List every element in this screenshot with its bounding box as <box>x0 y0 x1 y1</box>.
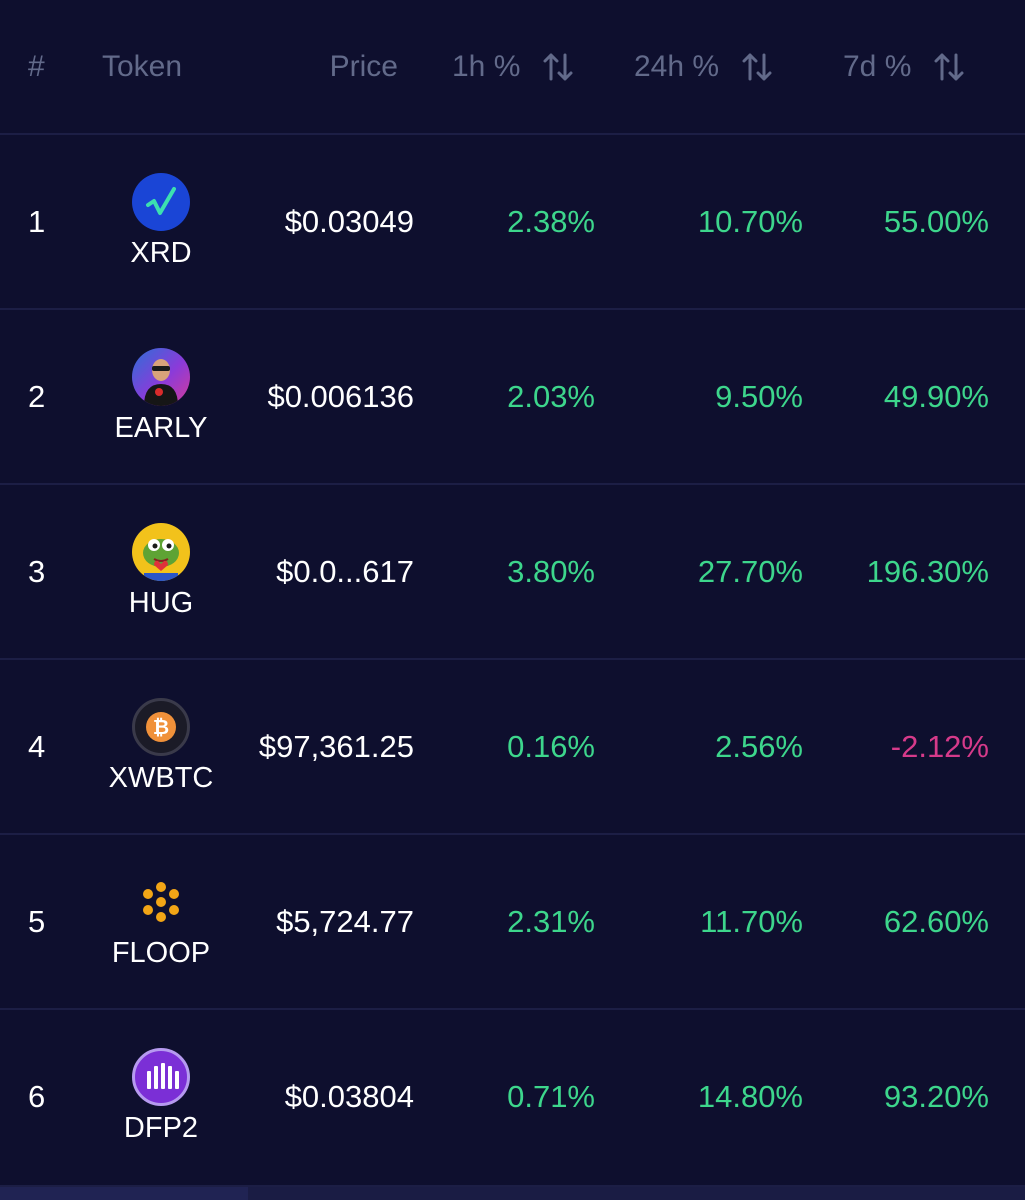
price-cell: $0.03804 <box>284 1078 414 1114</box>
token-cell[interactable]: DFP2 <box>90 1010 232 1183</box>
price-cell: $0.006136 <box>267 378 414 414</box>
change-1h-cell: 3.80% <box>507 553 595 589</box>
token-symbol: FLOOP <box>111 937 211 969</box>
sort-7d-header[interactable]: 7d % <box>843 0 965 133</box>
change-7d-cell: -2.12% <box>890 728 989 764</box>
table-row[interactable]: 4 ₿ XWBTC $97,361.25 0.16% 2.56% -2.12% <box>0 660 1025 835</box>
table-header: # Token Price 1h % 24h % 7d % <box>0 0 1025 135</box>
price-cell: $0.0...617 <box>276 553 414 589</box>
7d-column-label: 7d % <box>843 49 912 83</box>
dfp2-bars-icon <box>132 1048 190 1106</box>
token-cell[interactable]: EARLY <box>90 310 232 483</box>
change-24h-cell: 14.80% <box>697 1078 803 1114</box>
sort-24h-header[interactable]: 24h % <box>634 0 773 133</box>
rank-cell: 2 <box>28 378 46 414</box>
svg-text:₿: ₿ <box>153 715 169 739</box>
change-1h-cell: 0.16% <box>507 728 595 764</box>
table-footer-strip <box>0 1187 1025 1200</box>
change-24h-cell: 27.70% <box>697 553 803 589</box>
early-avatar-icon <box>132 348 190 406</box>
token-cell[interactable]: HUG <box>90 485 232 658</box>
price-cell: $0.03049 <box>284 203 414 239</box>
token-column-header: Token <box>102 49 183 83</box>
bitcoin-icon: ₿ <box>132 698 190 756</box>
change-7d-cell: 55.00% <box>883 203 989 239</box>
token-symbol: XRD <box>130 237 192 269</box>
change-7d-cell: 49.90% <box>883 378 989 414</box>
change-24h-cell: 2.56% <box>715 728 803 764</box>
footer-strip-segment <box>0 1187 248 1200</box>
table-row[interactable]: 1 XRD $0.03049 2.38% 10.70% 55.00% <box>0 135 1025 310</box>
table-row[interactable]: 6 DFP2 $0.03804 0.71% 14.80% 93.20% <box>0 1010 1025 1187</box>
change-1h-cell: 2.38% <box>507 203 595 239</box>
sort-arrows-icon[interactable] <box>542 52 574 82</box>
token-symbol: XWBTC <box>108 762 214 794</box>
token-cell[interactable]: ₿ XWBTC <box>90 660 232 833</box>
token-symbol: HUG <box>128 587 194 619</box>
change-7d-cell: 62.60% <box>883 903 989 939</box>
rank-cell: 1 <box>28 203 46 239</box>
token-cell[interactable]: FLOOP <box>90 835 232 1008</box>
change-24h-cell: 11.70% <box>700 903 803 939</box>
rank-cell: 6 <box>28 1078 46 1114</box>
sort-1h-header[interactable]: 1h % <box>452 0 574 133</box>
1h-column-label: 1h % <box>452 49 521 83</box>
rank-cell: 4 <box>28 728 46 764</box>
xrd-icon <box>132 173 190 231</box>
rank-column-header: # <box>28 49 45 83</box>
price-cell: $5,724.77 <box>276 903 414 939</box>
change-1h-cell: 2.03% <box>507 378 595 414</box>
change-7d-cell: 93.20% <box>883 1078 989 1114</box>
price-cell: $97,361.25 <box>258 728 414 764</box>
rank-cell: 3 <box>28 553 46 589</box>
price-column-header: Price <box>329 49 398 83</box>
token-symbol: DFP2 <box>123 1112 199 1144</box>
table-row[interactable]: 3 HUG $0.0...617 3.80% 27.70% 196.30% <box>0 485 1025 660</box>
change-24h-cell: 10.70% <box>697 203 803 239</box>
token-symbol: EARLY <box>114 412 208 444</box>
change-1h-cell: 0.71% <box>507 1078 595 1114</box>
token-cell[interactable]: XRD <box>90 135 232 308</box>
pepe-hug-icon <box>132 523 190 581</box>
change-7d-cell: 196.30% <box>866 553 989 589</box>
sort-arrows-icon[interactable] <box>933 52 965 82</box>
table-row[interactable]: 5 FLOOP $5,724.77 2.31% 11. <box>0 835 1025 1010</box>
table-row[interactable]: 2 EARLY $0.006136 2.03% 9.50% 49.90% <box>0 310 1025 485</box>
change-1h-cell: 2.31% <box>507 903 595 939</box>
floop-dots-icon <box>132 873 190 931</box>
change-24h-cell: 9.50% <box>715 378 803 414</box>
24h-column-label: 24h % <box>634 49 720 83</box>
sort-arrows-icon[interactable] <box>741 52 773 82</box>
rank-cell: 5 <box>28 903 46 939</box>
